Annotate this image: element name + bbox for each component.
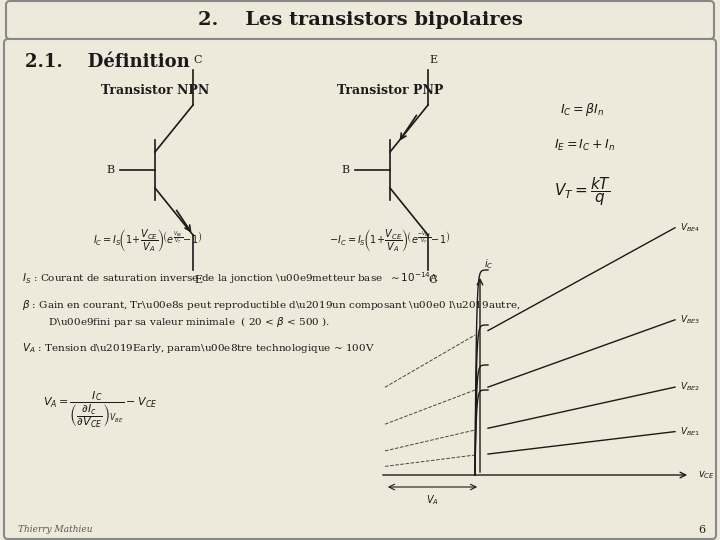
Text: $I_E = I_C + I_n$: $I_E = I_C + I_n$ [554, 138, 615, 152]
Text: 2.1.    Définition: 2.1. Définition [25, 53, 190, 71]
Text: B: B [342, 165, 350, 175]
Text: $V_T = \dfrac{kT}{q}$: $V_T = \dfrac{kT}{q}$ [554, 176, 611, 208]
Text: $V_{BE1}$: $V_{BE1}$ [680, 426, 700, 438]
FancyBboxPatch shape [4, 39, 716, 539]
Text: B: B [107, 165, 115, 175]
Text: Transistor PNP: Transistor PNP [337, 84, 444, 97]
Text: $V_{BE2}$: $V_{BE2}$ [680, 381, 700, 393]
Text: $V_A$ : Tension d\u2019Early, param\u00e8tre technologique ~ 100V: $V_A$ : Tension d\u2019Early, param\u00e… [22, 341, 374, 355]
Text: $v_{CE}$: $v_{CE}$ [698, 469, 715, 481]
Text: $V_{BE4}$: $V_{BE4}$ [680, 221, 700, 234]
Text: $I_C = I_S\!\left(1\!+\!\dfrac{V_{CE}}{V_A}\right)\!\left(e^{\frac{V_{BE}}{V_T}}: $I_C = I_S\!\left(1\!+\!\dfrac{V_{CE}}{V… [94, 226, 203, 253]
Text: $V_A = \dfrac{I_C}{\left(\dfrac{\partial I_c}{\partial V_{CE}}\right)_{V_{BE}}} : $V_A = \dfrac{I_C}{\left(\dfrac{\partial… [43, 390, 157, 430]
Text: Transistor NPN: Transistor NPN [101, 84, 209, 97]
Text: E: E [194, 275, 202, 285]
Text: 2.    Les transistors bipolaires: 2. Les transistors bipolaires [197, 11, 523, 29]
Text: C: C [428, 275, 437, 285]
Text: $i_C$: $i_C$ [484, 257, 493, 271]
Text: $V_{BE3}$: $V_{BE3}$ [680, 314, 700, 326]
Text: D\u00e9fini par sa valeur minimale  ( 20 < $\beta$ < 500 ).: D\u00e9fini par sa valeur minimale ( 20 … [22, 315, 330, 329]
Text: C: C [194, 55, 202, 65]
Text: $I_S$ : Courant de saturation inverse de la jonction \u00e9metteur base  $\sim 1: $I_S$ : Courant de saturation inverse de… [22, 270, 439, 286]
Text: $V_A$: $V_A$ [426, 493, 439, 507]
FancyBboxPatch shape [6, 1, 714, 39]
Text: Thierry Mathieu: Thierry Mathieu [18, 525, 92, 535]
Text: 6: 6 [698, 525, 705, 535]
Text: $I_C = \beta I_n$: $I_C = \beta I_n$ [560, 102, 604, 118]
Text: E: E [429, 55, 437, 65]
Text: $\beta$ : Gain en courant, Tr\u00e8s peut reproductible d\u2019un composant \u00: $\beta$ : Gain en courant, Tr\u00e8s peu… [22, 298, 521, 312]
Text: $-I_C = I_S\!\left(1\!+\!\dfrac{V_{CE}}{V_A}\right)\!\left(e^{\frac{-V_{BE}}{V_T: $-I_C = I_S\!\left(1\!+\!\dfrac{V_{CE}}{… [329, 226, 451, 253]
